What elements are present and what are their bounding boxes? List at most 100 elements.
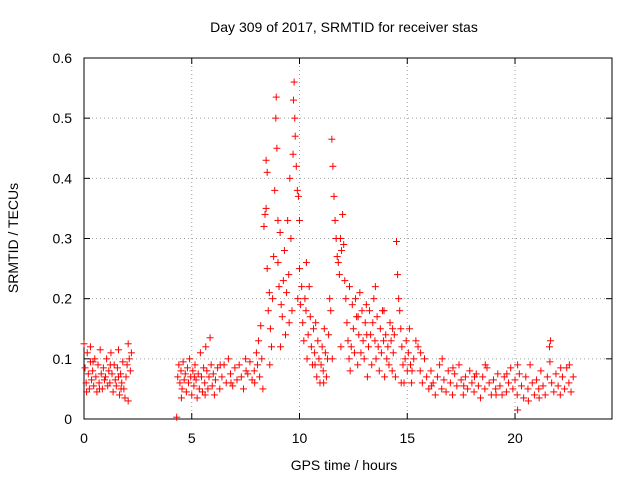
data-point bbox=[290, 78, 298, 86]
data-point bbox=[89, 367, 97, 375]
data-point bbox=[122, 373, 130, 381]
data-point bbox=[211, 376, 219, 384]
data-point bbox=[360, 355, 368, 363]
data-point bbox=[320, 379, 328, 387]
data-point bbox=[229, 382, 237, 390]
data-point bbox=[100, 376, 108, 384]
data-point bbox=[190, 373, 198, 381]
data-point bbox=[479, 373, 487, 381]
data-point bbox=[227, 370, 235, 378]
data-point bbox=[94, 361, 102, 369]
data-point bbox=[297, 301, 305, 309]
data-point bbox=[359, 337, 367, 345]
data-point bbox=[83, 388, 91, 396]
data-point bbox=[123, 361, 131, 369]
data-point bbox=[284, 216, 292, 224]
data-point bbox=[412, 337, 420, 345]
data-point bbox=[382, 331, 390, 339]
data-point bbox=[489, 376, 497, 384]
data-point bbox=[325, 331, 333, 339]
data-point bbox=[429, 379, 437, 387]
data-point bbox=[349, 325, 357, 333]
data-point bbox=[505, 379, 513, 387]
data-point bbox=[270, 253, 278, 261]
data-point bbox=[109, 388, 117, 396]
data-point bbox=[177, 367, 185, 375]
data-point bbox=[204, 385, 212, 393]
data-point bbox=[481, 361, 489, 369]
data-point bbox=[302, 259, 310, 267]
data-point bbox=[438, 385, 446, 393]
data-point bbox=[399, 361, 407, 369]
data-point bbox=[293, 186, 301, 194]
data-point bbox=[404, 349, 412, 357]
data-point bbox=[402, 337, 410, 345]
data-point bbox=[496, 382, 504, 390]
data-point bbox=[80, 340, 88, 348]
data-point bbox=[280, 247, 288, 255]
y-tick-label: 0.4 bbox=[53, 170, 73, 186]
data-point bbox=[334, 259, 342, 267]
data-point bbox=[461, 373, 469, 381]
data-point bbox=[256, 373, 264, 381]
data-point bbox=[218, 373, 226, 381]
data-point bbox=[294, 192, 302, 200]
data-point bbox=[387, 337, 395, 345]
data-point bbox=[514, 406, 522, 414]
data-point bbox=[274, 216, 282, 224]
data-point bbox=[401, 355, 409, 363]
data-point bbox=[269, 295, 277, 303]
data-point bbox=[376, 325, 384, 333]
data-point bbox=[371, 337, 379, 345]
data-point bbox=[92, 373, 100, 381]
data-point bbox=[427, 367, 435, 375]
data-point bbox=[127, 349, 135, 357]
data-point bbox=[492, 391, 500, 399]
data-point bbox=[383, 355, 391, 363]
data-point bbox=[395, 295, 403, 303]
x-axis-label: GPS time / hours bbox=[291, 457, 398, 473]
data-point bbox=[192, 376, 200, 384]
data-point bbox=[266, 361, 274, 369]
data-point bbox=[328, 135, 336, 143]
data-point bbox=[282, 331, 290, 339]
data-point bbox=[81, 364, 89, 372]
data-point bbox=[278, 313, 286, 321]
data-point bbox=[266, 325, 274, 333]
data-point bbox=[319, 367, 327, 375]
data-point bbox=[431, 391, 439, 399]
data-point bbox=[368, 361, 376, 369]
data-point bbox=[96, 346, 104, 354]
data-point bbox=[520, 394, 528, 402]
data-point bbox=[455, 361, 463, 369]
data-point bbox=[216, 361, 224, 369]
x-tick-label: 20 bbox=[507, 430, 523, 446]
data-point bbox=[528, 379, 536, 387]
data-point bbox=[283, 289, 291, 297]
data-point bbox=[272, 93, 280, 101]
data-point bbox=[263, 168, 271, 176]
data-point bbox=[180, 376, 188, 384]
data-point bbox=[289, 150, 297, 158]
data-point bbox=[255, 337, 263, 345]
data-point bbox=[252, 349, 260, 357]
data-point bbox=[438, 355, 446, 363]
data-point bbox=[301, 295, 309, 303]
data-point bbox=[291, 114, 299, 122]
data-point bbox=[231, 364, 239, 372]
data-point bbox=[272, 114, 280, 122]
data-point bbox=[306, 313, 314, 321]
data-point bbox=[263, 265, 271, 273]
data-point bbox=[298, 283, 306, 291]
y-axis-label: SRMTID / TECUs bbox=[5, 183, 21, 293]
data-point bbox=[459, 391, 467, 399]
data-point bbox=[318, 343, 326, 351]
data-point bbox=[242, 367, 250, 375]
data-point bbox=[417, 349, 425, 357]
data-point bbox=[326, 295, 334, 303]
data-point bbox=[329, 162, 337, 170]
data-point bbox=[315, 355, 323, 363]
data-point bbox=[244, 370, 252, 378]
data-point bbox=[82, 379, 90, 387]
data-point bbox=[356, 289, 364, 297]
